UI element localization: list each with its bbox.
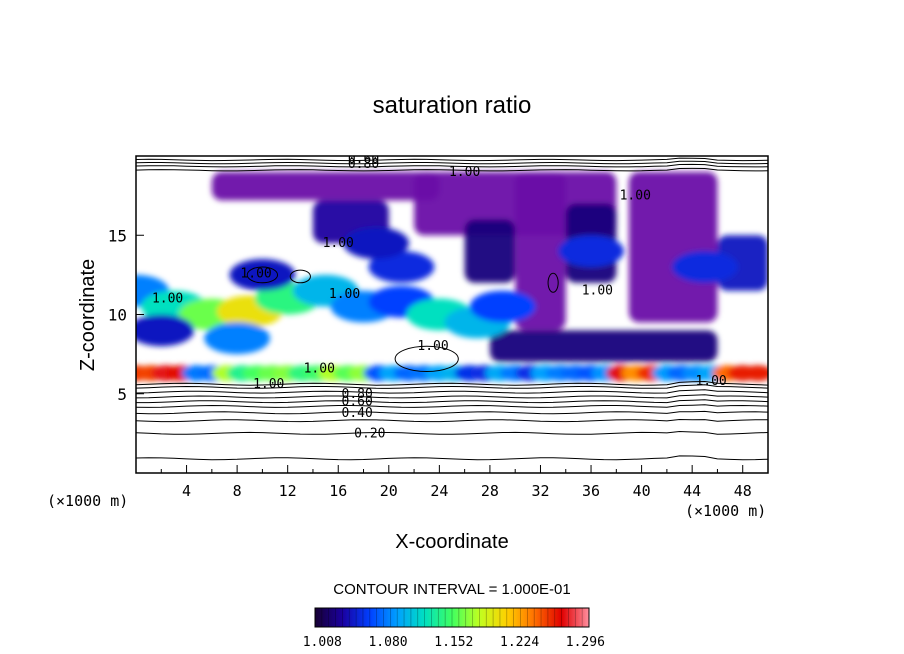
- plot-area: 0.200.400.600.801.001.001.001.001.001.00…: [136, 152, 768, 473]
- x-tick-label: 36: [582, 482, 600, 500]
- purple-region: [211, 171, 440, 201]
- mid-band-region: [558, 235, 624, 267]
- contour-label: 1.00: [449, 165, 480, 180]
- contour-label: 1.00: [304, 361, 335, 376]
- contour-label: 1.00: [152, 292, 183, 307]
- colorbar-frame: [314, 607, 590, 628]
- x-tick-label: 20: [380, 482, 398, 500]
- chart-title: saturation ratio: [373, 92, 532, 119]
- contour-line: [136, 418, 768, 423]
- mid-band-region: [368, 251, 435, 283]
- y-tick-label: 5: [117, 385, 127, 404]
- contour-line: [136, 455, 768, 461]
- contour-label: 1.00: [240, 266, 271, 281]
- x-axis-label: X-coordinate: [395, 531, 508, 553]
- shaded-field: [136, 171, 768, 382]
- purple-region: [515, 171, 566, 331]
- contour-line: [136, 394, 768, 399]
- x-tick-label: 32: [531, 482, 549, 500]
- contour-label: 1.00: [417, 339, 448, 354]
- mid-band-region: [469, 290, 536, 323]
- contour-label: 1.00: [695, 374, 726, 389]
- mid-band-region: [204, 322, 270, 355]
- colorbar-tick-label: 1.152: [434, 635, 473, 650]
- contour-line: [136, 167, 768, 172]
- contour-line: [136, 157, 768, 162]
- contour-label: 1.00: [582, 284, 613, 299]
- x-tick-label: 40: [633, 482, 651, 500]
- mid-band-region: [343, 227, 410, 260]
- y-axis-ticks: 5 10 15: [108, 226, 144, 404]
- contour-line: [136, 399, 768, 404]
- colorbar-tick-labels: 1.008 1.080 1.152 1.224 1.296: [303, 635, 605, 650]
- contour-label: 1.00: [323, 236, 354, 251]
- contour-line: [136, 384, 768, 389]
- x-tick-label: 48: [734, 482, 752, 500]
- purple-region: [489, 330, 718, 363]
- y-axis-label: Z-coordinate: [77, 259, 99, 371]
- purple-region: [464, 219, 516, 283]
- contour-label: 0.20: [354, 426, 385, 441]
- contour-loop: [289, 269, 311, 284]
- colorbar-segments: [321, 608, 583, 627]
- contour-labels: 0.200.400.600.801.001.001.001.001.001.00…: [152, 152, 727, 441]
- x-tick-label: 8: [233, 482, 242, 500]
- contour-loop: [394, 345, 459, 373]
- colorbar: 1.008 1.080 1.152 1.224 1.296: [303, 607, 605, 650]
- colorbar-tick-label: 1.224: [500, 635, 539, 650]
- contour-line: [136, 389, 768, 394]
- purple-region: [628, 171, 718, 323]
- contour-label: 0.60: [348, 152, 379, 167]
- contour-lines: [136, 157, 768, 461]
- contour-label: 1.00: [620, 189, 651, 204]
- contour-line: [136, 404, 768, 408]
- x-unit-label: (×1000 m): [685, 502, 766, 520]
- contour-line: [136, 430, 768, 435]
- contour-line: [136, 160, 768, 165]
- x-axis-ticks: 4 8 12 16 20 24 28 32 36 40 44 48: [160, 465, 752, 500]
- low-band-region: [742, 365, 768, 382]
- contour-label: 0.80: [348, 157, 379, 172]
- colorbar-tick-label: 1.296: [566, 635, 605, 650]
- mid-band-region: [671, 251, 738, 283]
- contour-label: 1.00: [329, 287, 360, 302]
- contour-line: [136, 410, 768, 415]
- contour-label: 0.40: [342, 406, 373, 421]
- contour-label: 1.00: [253, 377, 284, 392]
- x-tick-label: 4: [182, 482, 191, 500]
- shaded-regions: [136, 171, 768, 382]
- colorbar-tick-label: 1.008: [303, 635, 342, 650]
- mid-band-region: [229, 259, 296, 291]
- mid-band-region: [136, 314, 195, 347]
- x-tick-label: 24: [430, 482, 448, 500]
- contour-interval-label: CONTOUR INTERVAL = 1.000E-01: [333, 581, 570, 598]
- contour-label: 0.80: [342, 387, 373, 402]
- contour-loop: [547, 272, 559, 293]
- y-tick-label: 10: [108, 306, 127, 325]
- x-tick-label: 28: [481, 482, 499, 500]
- contour-line: [136, 380, 768, 386]
- y-tick-label: 15: [108, 226, 127, 245]
- x-tick-label: 44: [683, 482, 701, 500]
- colorbar-gradient: [315, 608, 589, 627]
- x-tick-label: 16: [329, 482, 347, 500]
- x-tick-label: 12: [279, 482, 297, 500]
- contour-loop: [246, 266, 279, 284]
- contour-line: [136, 163, 768, 168]
- contour-label: 0.60: [342, 395, 373, 410]
- colorbar-tick-label: 1.080: [368, 635, 407, 650]
- z-unit-label: (×1000 m): [47, 492, 128, 510]
